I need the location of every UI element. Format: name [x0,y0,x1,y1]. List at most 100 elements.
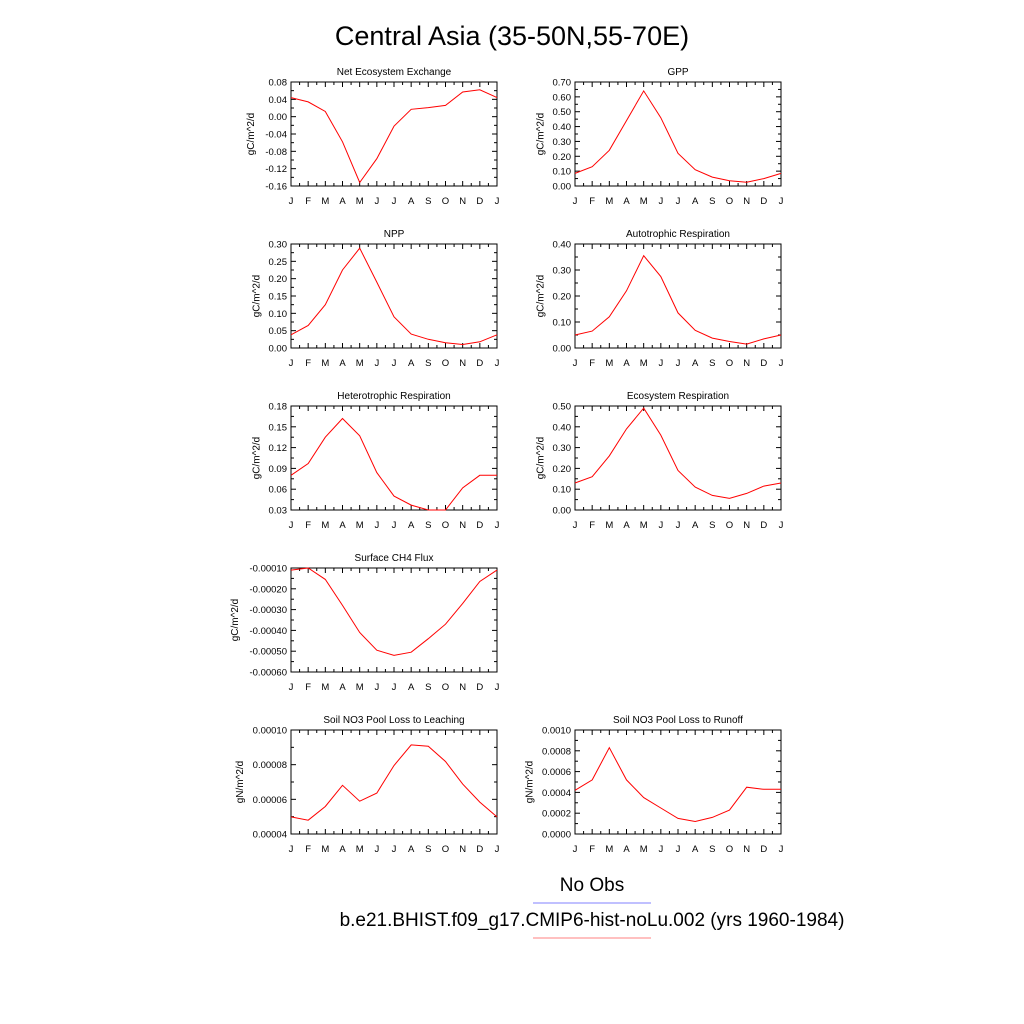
y-tick-label: 0.00006 [253,795,287,806]
x-tick-label: O [726,358,733,369]
x-tick-label: F [589,844,595,855]
x-tick-label: J [374,844,379,855]
y-tick-label: 0.50 [553,402,572,413]
series-line [574,746,781,823]
x-tick-label: M [321,358,329,369]
y-tick-label: 0.0010 [542,726,571,737]
y-tick-label: -0.12 [265,164,287,175]
x-tick-label: J [658,358,663,369]
x-tick-label: M [605,358,613,369]
x-tick-label: J [392,844,397,855]
plot-frame [290,243,498,349]
y-axis-label: gC/m^2/d [251,275,262,318]
x-tick-label: M [321,520,329,531]
x-tick-label: D [760,520,767,531]
x-tick-label: A [623,358,630,369]
x-tick-label: S [709,844,715,855]
x-tick-label: M [356,520,364,531]
plot-frame [574,243,782,349]
y-tick-label: 0.00 [553,506,572,517]
y-tick-label: -0.00040 [249,626,287,637]
panel-title: Autotrophic Respiration [626,229,730,240]
x-tick-label: A [692,358,699,369]
x-tick-label: J [374,196,379,207]
y-tick-label: 0.00004 [253,830,287,841]
x-tick-label: J [573,844,578,855]
x-tick-label: J [392,358,397,369]
x-tick-label: M [356,682,364,693]
y-tick-label: 0.18 [269,402,288,413]
x-tick-label: J [495,358,500,369]
series-line [290,247,498,346]
x-tick-label: N [459,358,466,369]
x-tick-label: A [623,196,630,207]
x-tick-label: M [356,196,364,207]
x-tick-label: F [305,196,311,207]
x-tick-label: J [374,682,379,693]
y-tick-label: 0.30 [553,443,572,454]
x-tick-label: J [289,358,294,369]
x-tick-label: A [339,358,346,369]
legend-label-model: b.e21.BHIST.f09_g17.CMIP6-hist-noLu.002 … [340,910,845,931]
x-tick-label: M [321,844,329,855]
x-tick-label: A [408,196,415,207]
y-tick-label: 0.50 [553,107,572,118]
x-tick-label: N [743,844,750,855]
legend-label-obs: No Obs [560,875,624,896]
x-tick-label: A [623,844,630,855]
x-tick-label: A [408,844,415,855]
legend: No Obs b.e21.BHIST.f09_g17.CMIP6-hist-no… [340,875,845,939]
x-tick-label: J [289,682,294,693]
x-tick-label: F [305,844,311,855]
x-tick-label: N [459,520,466,531]
x-tick-label: O [442,358,449,369]
plot-frame [290,405,498,511]
x-tick-label: O [442,520,449,531]
y-tick-label: 0.0000 [542,830,571,841]
x-tick-label: S [709,358,715,369]
y-tick-label: 0.0008 [542,746,571,757]
x-tick-label: M [605,844,613,855]
series-line [290,567,498,656]
y-tick-label: 0.0004 [542,788,571,799]
x-tick-label: D [760,358,767,369]
x-tick-label: J [779,520,784,531]
x-tick-label: M [605,520,613,531]
y-tick-label: -0.00010 [249,564,287,575]
x-tick-label: J [495,520,500,531]
x-tick-label: D [476,358,483,369]
x-tick-label: J [779,196,784,207]
x-tick-label: M [640,358,648,369]
x-tick-label: N [459,196,466,207]
y-tick-label: -0.00020 [249,584,287,595]
y-tick-label: 0.09 [269,464,288,475]
x-tick-label: M [356,844,364,855]
panel-title: Ecosystem Respiration [627,391,729,402]
x-tick-label: S [709,520,715,531]
y-tick-label: 0.00 [269,112,288,123]
x-tick-label: F [305,520,311,531]
series-line [574,254,782,345]
x-tick-label: O [726,196,733,207]
y-tick-label: 0.10 [553,485,572,496]
figure-title: Central Asia (35-50N,55-70E) [335,21,689,51]
x-tick-label: J [676,844,681,855]
y-tick-label: 0.20 [553,292,572,303]
x-tick-label: F [305,358,311,369]
y-tick-label: 0.60 [553,92,572,103]
x-tick-label: J [573,358,578,369]
y-axis-label: gN/m^2/d [235,761,246,804]
x-tick-label: D [476,520,483,531]
plot-frame [290,729,498,835]
x-tick-label: A [339,520,346,531]
y-tick-label: 0.20 [269,274,288,285]
x-tick-label: S [425,196,431,207]
panel-title: Soil NO3 Pool Loss to Runoff [613,715,743,726]
series-line [290,417,497,511]
